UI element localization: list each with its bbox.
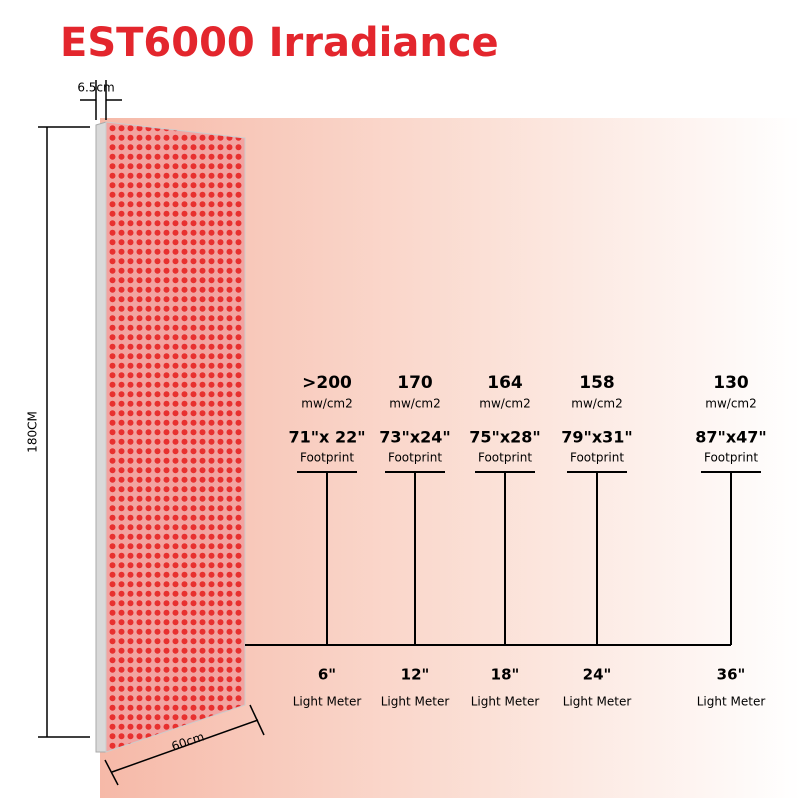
meter: Light Meter <box>697 695 766 709</box>
meter: Light Meter <box>293 695 362 709</box>
height-label: 180CM <box>26 411 40 453</box>
footprint-label: Footprint <box>300 451 354 465</box>
meter: Light Meter <box>563 695 632 709</box>
footprint: 79"x31" <box>561 428 633 447</box>
footprint-label: Footprint <box>570 451 624 465</box>
irradiance: 170 <box>397 373 433 393</box>
panel-front <box>105 121 246 753</box>
irradiance: 130 <box>713 373 749 393</box>
irradiance: 164 <box>487 373 523 393</box>
irradiance: 158 <box>579 373 615 393</box>
footprint: 75"x28" <box>469 428 541 447</box>
unit: mw/cm2 <box>479 397 530 411</box>
distance: 24" <box>583 666 612 684</box>
unit: mw/cm2 <box>705 397 756 411</box>
unit: mw/cm2 <box>389 397 440 411</box>
meter: Light Meter <box>381 695 450 709</box>
footprint-label: Footprint <box>704 451 758 465</box>
depth-label: 6.5cm <box>77 81 114 95</box>
unit: mw/cm2 <box>301 397 352 411</box>
distance: 18" <box>491 666 520 684</box>
irradiance: >200 <box>302 373 352 393</box>
footprint: 71"x 22" <box>288 428 365 447</box>
meter: Light Meter <box>471 695 540 709</box>
title: EST6000 Irradiance <box>60 20 499 66</box>
footprint: 87"x47" <box>695 428 767 447</box>
footprint-label: Footprint <box>478 451 532 465</box>
panel-side <box>95 121 107 753</box>
columns: >200 mw/cm2 71"x 22" Footprint 6" Light Meter… <box>288 373 766 709</box>
distance: 36" <box>717 666 746 684</box>
footprint: 73"x24" <box>379 428 451 447</box>
distance: 12" <box>401 666 430 684</box>
unit: mw/cm2 <box>571 397 622 411</box>
dimension-lines <box>38 80 265 786</box>
distance: 6" <box>318 666 336 684</box>
footprint-label: Footprint <box>388 451 442 465</box>
